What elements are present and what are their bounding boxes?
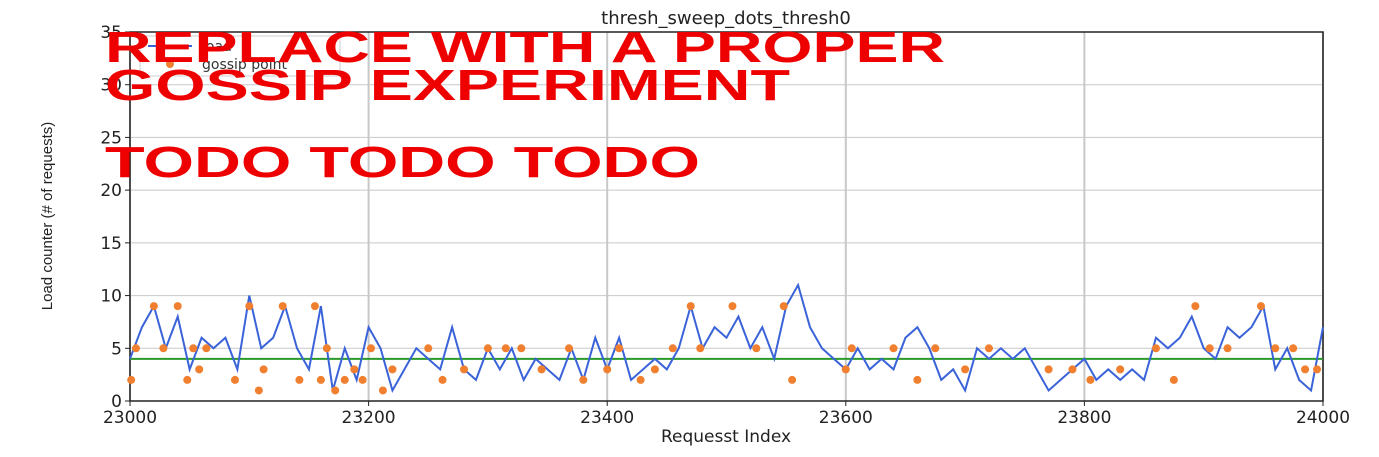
x-tick-label: 23800 xyxy=(1057,408,1111,428)
legend-label: gossip point xyxy=(202,57,287,73)
gossip-point xyxy=(1271,344,1280,353)
gossip-point xyxy=(1191,302,1200,311)
x-tick-label: 23200 xyxy=(342,408,396,428)
gossip-point xyxy=(202,344,211,353)
y-tick-label: 0 xyxy=(111,392,122,412)
gossip-point xyxy=(788,375,797,384)
gossip-point xyxy=(127,375,136,384)
y-tick-label: 15 xyxy=(100,234,122,254)
gossip-point xyxy=(913,375,922,384)
gossip-point xyxy=(1256,302,1265,311)
chart-title: thresh_sweep_dots_thresh0 xyxy=(601,8,851,29)
gossip-point xyxy=(245,302,254,311)
gossip-point xyxy=(460,365,469,374)
gossip-point xyxy=(603,365,612,374)
gossip-point xyxy=(195,365,204,374)
gossip-point xyxy=(752,344,761,353)
gossip-point xyxy=(1301,365,1310,374)
gossip-point xyxy=(1044,365,1053,374)
annotation: REPLACE WITH A PROPER xyxy=(105,23,945,72)
gossip-point xyxy=(295,375,304,384)
gossip-point xyxy=(159,344,168,353)
gossip-point xyxy=(984,344,993,353)
gossip-point xyxy=(579,375,588,384)
gossip-point xyxy=(686,302,695,311)
gossip-point xyxy=(1151,344,1160,353)
x-tick-label: 24000 xyxy=(1296,408,1350,428)
gossip-point xyxy=(636,375,645,384)
load-line xyxy=(129,282,1324,394)
x-tick-label: 23600 xyxy=(819,408,873,428)
y-tick-label: 25 xyxy=(100,128,122,148)
plot-frame xyxy=(129,31,1324,402)
legend-marker xyxy=(166,60,174,68)
gossip-point xyxy=(1205,344,1214,353)
gossip-point xyxy=(1223,344,1232,353)
gossip-point xyxy=(615,344,624,353)
gossip-point xyxy=(149,302,158,311)
gossip-point xyxy=(366,344,375,353)
gossip-point xyxy=(517,344,526,353)
x-tick-label: 23400 xyxy=(580,408,634,428)
gossip-point xyxy=(841,365,850,374)
gossip-point xyxy=(378,386,387,395)
legend-label: load xyxy=(202,39,232,55)
gossip-point xyxy=(131,344,140,353)
gossip-point xyxy=(1313,365,1322,374)
gossip-point xyxy=(1086,375,1095,384)
gossip-point xyxy=(961,365,970,374)
gossip-point xyxy=(322,344,331,353)
gossip-point xyxy=(501,344,510,353)
y-tick-label: 20 xyxy=(100,181,122,201)
gossip-point xyxy=(230,375,239,384)
gossip-point xyxy=(483,344,492,353)
x-axis-label: Requesst Index xyxy=(661,427,791,447)
gossip-point xyxy=(889,344,898,353)
gossip-point xyxy=(259,365,268,374)
gossip-point xyxy=(358,375,367,384)
gossip-point xyxy=(779,302,788,311)
annotation: GOSSIP EXPERIMENT xyxy=(105,61,790,110)
y-tick-label: 10 xyxy=(100,287,122,307)
gossip-point xyxy=(310,302,319,311)
gossip-point xyxy=(173,302,182,311)
y-axis-label: Load counter (# of requests) xyxy=(39,122,56,310)
gossip-point xyxy=(696,344,705,353)
gossip-point xyxy=(331,386,340,395)
gossip-point xyxy=(728,302,737,311)
x-tick-label: 23000 xyxy=(103,408,157,428)
gossip-point xyxy=(650,365,659,374)
gossip-point xyxy=(1068,365,1077,374)
gossip-point xyxy=(189,344,198,353)
gossip-point xyxy=(183,375,192,384)
y-tick-label: 35 xyxy=(100,23,122,43)
gossip-point xyxy=(537,365,546,374)
gossip-point xyxy=(350,365,359,374)
gossip-point xyxy=(388,365,397,374)
annotation: TODO TODO TODO xyxy=(105,138,700,187)
gossip-point xyxy=(565,344,574,353)
gossip-point xyxy=(340,375,349,384)
gossip-point xyxy=(931,344,940,353)
gossip-point xyxy=(438,375,447,384)
gossip-point xyxy=(668,344,677,353)
gossip-point xyxy=(1116,365,1125,374)
gossip-point xyxy=(316,375,325,384)
gossip-point xyxy=(1289,344,1298,353)
gossip-point xyxy=(278,302,287,311)
gossip-point xyxy=(424,344,433,353)
gossip-point xyxy=(1169,375,1178,384)
gossip-point xyxy=(254,386,263,395)
y-tick-label: 30 xyxy=(100,76,122,96)
gossip-point xyxy=(847,344,856,353)
y-tick-label: 5 xyxy=(111,339,122,359)
